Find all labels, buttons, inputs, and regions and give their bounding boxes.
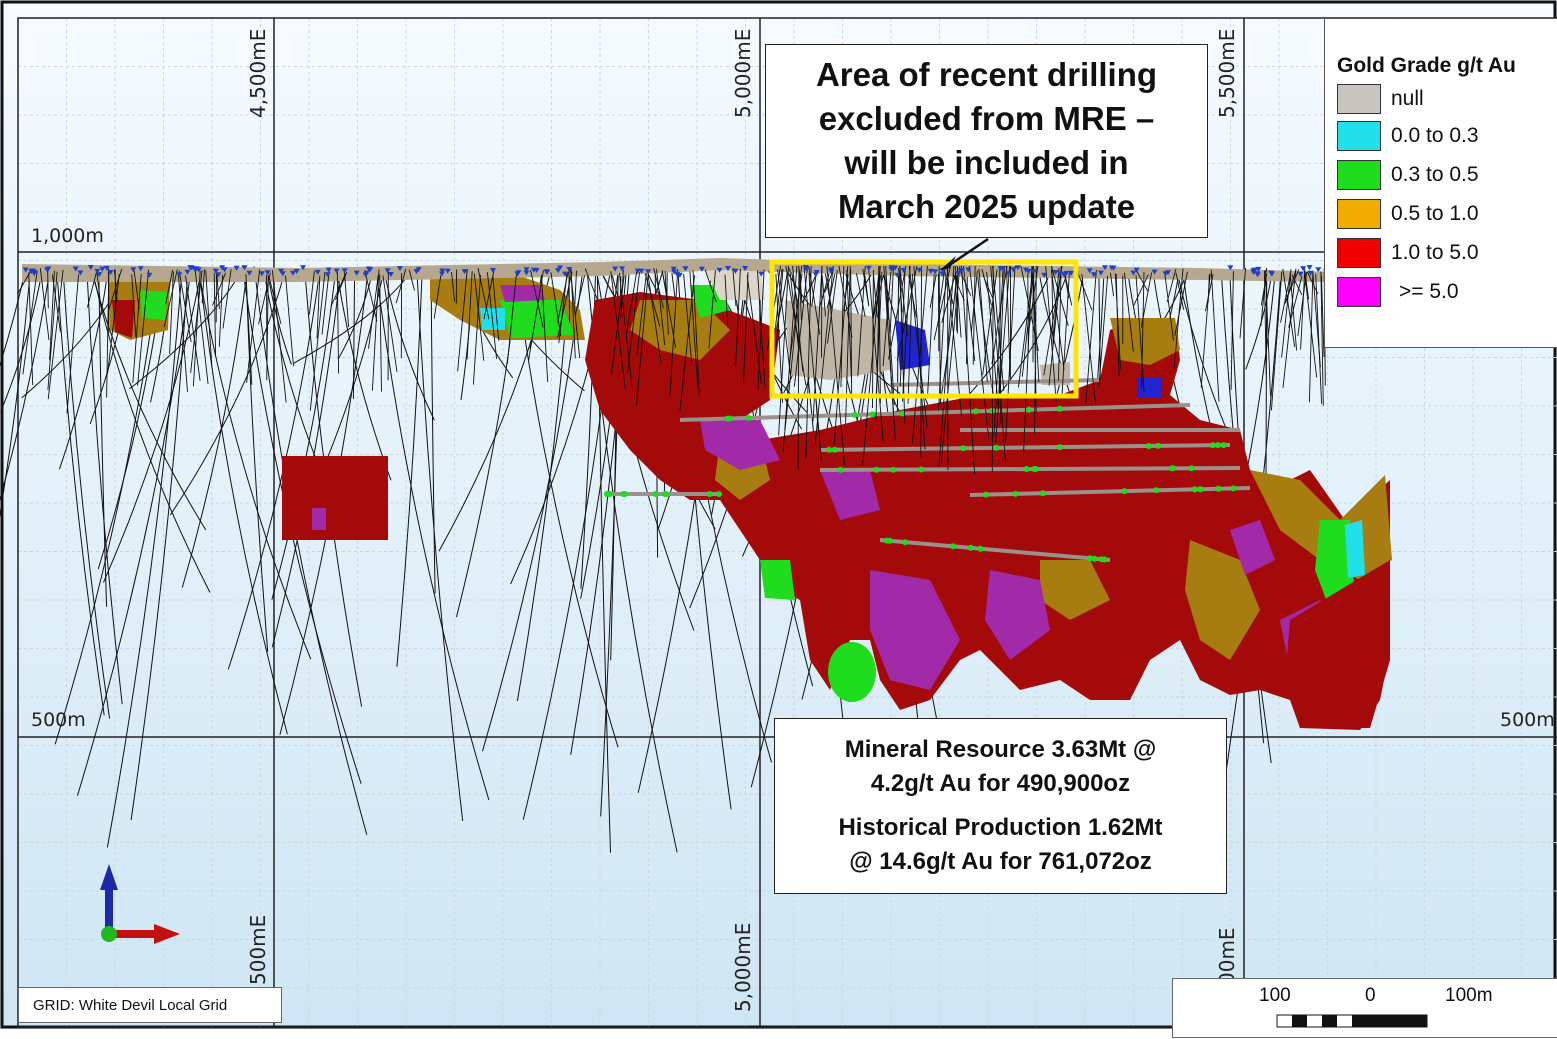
easting-label-5500-bottom: 00mE — [1215, 927, 1239, 985]
sample-point — [1198, 486, 1204, 492]
legend-item-gte-5: >= 5.0 — [1337, 276, 1459, 308]
sample-point — [884, 538, 890, 544]
sample-point — [918, 467, 924, 473]
legend-swatch-0-0.3 — [1337, 121, 1381, 151]
sample-point — [1188, 465, 1194, 471]
resource-summary-box: Mineral Resource 3.63Mt @ 4.2g/t Au for … — [774, 718, 1227, 894]
sample-point — [1031, 466, 1037, 472]
legend-label-0-0.3: 0.0 to 0.3 — [1391, 124, 1479, 148]
sample-point — [1024, 466, 1030, 472]
sample-point — [960, 445, 966, 451]
sample-point — [902, 539, 908, 545]
easting-label-4500-top: 4,500mE — [246, 29, 270, 118]
sample-point — [973, 408, 979, 414]
sample-point — [716, 491, 722, 497]
sample-point — [1210, 442, 1216, 448]
sample-point — [1146, 443, 1152, 449]
sample-point — [1216, 486, 1222, 492]
grid-name-label: GRID: White Devil Local Grid — [18, 987, 282, 1023]
sample-point — [978, 546, 984, 552]
sample-point — [652, 491, 658, 497]
legend-swatch-0.5-1.0 — [1337, 199, 1381, 229]
legend-item-1.0-5.0: 1.0 to 5.0 — [1337, 237, 1479, 269]
rl-label-1000: 1,000m — [31, 225, 104, 247]
legend-label-0.5-1.0: 0.5 to 1.0 — [1391, 202, 1479, 226]
sample-point — [1087, 555, 1093, 561]
sample-point — [1170, 465, 1176, 471]
callout-line-1: Area of recent drilling — [816, 53, 1157, 97]
sample-point — [1026, 407, 1032, 413]
orebody-cyan-1 — [1345, 520, 1365, 578]
sample-point — [968, 545, 974, 551]
sample-point — [1192, 486, 1198, 492]
easting-label-4500-bottom: 500mE — [246, 915, 270, 985]
legend-swatch-0.3-0.5 — [1337, 160, 1381, 190]
block-model-west-purple — [312, 508, 326, 530]
sample-point — [950, 543, 956, 549]
easting-label-5000-bottom: 5,000mE — [731, 923, 755, 1012]
legend-label-gte-5: >= 5.0 — [1391, 280, 1459, 304]
sample-point — [746, 415, 752, 421]
recent-drilling-callout: Area of recent drilling excluded from MR… — [765, 44, 1208, 238]
legend-swatch-1.0-5.0 — [1337, 238, 1381, 268]
sample-point — [870, 411, 876, 417]
drillhole-trace — [48, 271, 49, 308]
orebody-green-pod — [828, 642, 876, 702]
legend-item-0-0.3: 0.0 to 0.3 — [1337, 120, 1479, 152]
sample-point — [727, 416, 733, 422]
sample-point — [873, 467, 879, 473]
production-line-2: @ 14.6g/t Au for 761,072oz — [849, 845, 1152, 879]
rl-label-500-left: 500m — [31, 709, 86, 731]
sample-point — [620, 491, 626, 497]
legend-label-null: null — [1391, 87, 1424, 111]
easting-label-5500-top: 5,500mE — [1215, 29, 1239, 118]
legend-label-1.0-5.0: 1.0 to 5.0 — [1391, 241, 1479, 265]
grade-legend: Gold Grade g/t Au null 0.0 to 0.3 0.3 to… — [1324, 18, 1557, 348]
callout-line-3: will be included in — [844, 141, 1128, 185]
scale-bar-graphic — [1173, 979, 1557, 1039]
legend-item-0.5-1.0: 0.5 to 1.0 — [1337, 198, 1479, 230]
sample-point — [604, 491, 610, 497]
axis-origin — [101, 926, 117, 942]
sample-point — [989, 408, 995, 414]
sample-point — [662, 491, 668, 497]
sample-point — [1099, 556, 1105, 562]
block-model-west — [282, 456, 388, 540]
sample-point — [890, 467, 896, 473]
legend-swatch-null — [1337, 84, 1381, 114]
sample-point — [1155, 443, 1161, 449]
sample-point — [983, 492, 989, 498]
sample-point — [832, 447, 838, 453]
resource-line-2: 4.2g/t Au for 490,900oz — [871, 767, 1130, 801]
scale-bar: 100 0 100m — [1172, 978, 1557, 1038]
production-line-1: Historical Production 1.62Mt — [838, 811, 1162, 845]
sample-point — [1153, 487, 1159, 493]
easting-label-5000-top: 5,000mE — [731, 29, 755, 118]
sample-point — [1013, 491, 1019, 497]
sample-point — [1221, 442, 1227, 448]
legend-item-null: null — [1337, 83, 1424, 115]
legend-label-0.3-0.5: 0.3 to 0.5 — [1391, 163, 1479, 187]
sample-point — [993, 445, 999, 451]
legend-item-0.3-0.5: 0.3 to 0.5 — [1337, 159, 1479, 191]
orebody-green-4 — [760, 560, 795, 600]
sample-point — [1215, 442, 1221, 448]
sample-point — [1121, 488, 1127, 494]
sample-point — [1057, 444, 1063, 450]
resource-line-1: Mineral Resource 3.63Mt @ — [845, 733, 1157, 767]
callout-line-4: March 2025 update — [838, 185, 1135, 229]
rl-label-500-right: 500m — [1500, 709, 1555, 731]
sample-point — [1230, 485, 1236, 491]
sample-point — [826, 447, 832, 453]
sample-point — [1040, 490, 1046, 496]
legend-swatch-gte-5 — [1337, 277, 1381, 307]
sample-point — [838, 467, 844, 473]
callout-line-2: excluded from MRE – — [819, 97, 1155, 141]
sample-point — [1057, 406, 1063, 412]
sample-point — [707, 491, 713, 497]
legend-title: Gold Grade g/t Au — [1337, 54, 1516, 78]
sample-point — [852, 412, 858, 418]
